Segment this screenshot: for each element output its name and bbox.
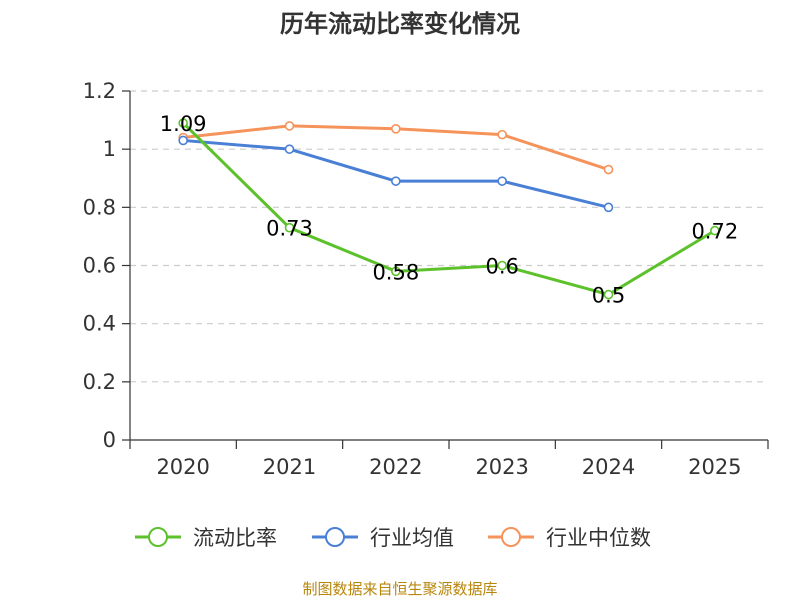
chart-title: 历年流动比率变化情况 — [280, 10, 520, 38]
data-point — [391, 176, 401, 186]
data-point — [391, 124, 401, 134]
legend-marker-icon — [325, 527, 345, 547]
legend: 流动比率 行业均值 行业中位数 — [135, 526, 651, 550]
series-line — [181, 138, 610, 209]
data-label: 0.72 — [691, 220, 738, 244]
axes: 0 0.2 0.4 0.6 0.8 1 1.2 2020 2021 2022 2023 2024 202… — [83, 79, 769, 479]
data-label: 0.73 — [266, 217, 313, 241]
data-point — [178, 118, 188, 128]
data-point — [178, 135, 188, 146]
grid-lines — [130, 90, 768, 383]
data-point — [284, 121, 295, 131]
data-points — [178, 118, 720, 300]
y-tick-label: 0.6 — [83, 254, 116, 278]
legend-item[interactable]: 行业中位数 — [488, 526, 651, 550]
legend-marker-icon — [501, 527, 521, 547]
data-labels: 1.09 0.73 0.58 0.6 0.5 0.72 — [160, 112, 738, 308]
y-tick-label: 0.8 — [83, 195, 116, 219]
data-point — [284, 222, 295, 233]
data-point — [603, 289, 614, 300]
x-tick-label: 2024 — [582, 455, 635, 479]
data-point — [603, 202, 614, 213]
data-point — [284, 144, 295, 154]
data-label: 1.09 — [160, 112, 207, 136]
x-tick-label: 2020 — [156, 455, 209, 479]
data-label: 0.6 — [485, 255, 518, 279]
y-tick-label: 0 — [103, 428, 116, 452]
data-point — [497, 129, 507, 140]
legend-label: 行业均值 — [370, 526, 454, 550]
legend-item[interactable]: 行业均值 — [312, 526, 454, 550]
legend-label: 流动比率 — [193, 526, 277, 550]
legend-label: 行业中位数 — [546, 526, 651, 550]
x-tick-label: 2021 — [263, 455, 316, 479]
data-point — [710, 225, 720, 236]
y-tick-label: 1 — [103, 137, 116, 161]
y-tick-label: 0.4 — [83, 312, 116, 336]
y-tick-label: 0.2 — [83, 370, 116, 394]
data-label: 0.58 — [372, 260, 419, 284]
data-label: 0.5 — [592, 284, 625, 308]
legend-item[interactable]: 流动比率 — [135, 526, 277, 550]
x-tick-label: 2022 — [369, 455, 422, 479]
legend-marker-icon — [148, 527, 168, 547]
x-tick-label: 2023 — [475, 455, 528, 479]
x-tick-label: 2025 — [688, 455, 741, 479]
series-line — [181, 121, 717, 297]
data-point — [603, 164, 614, 175]
source-note: 制图数据来自恒生聚源数据库 — [302, 580, 497, 598]
data-point — [497, 260, 507, 271]
data-point — [391, 266, 401, 277]
y-tick-label: 1.2 — [83, 79, 116, 103]
data-point — [497, 176, 507, 186]
